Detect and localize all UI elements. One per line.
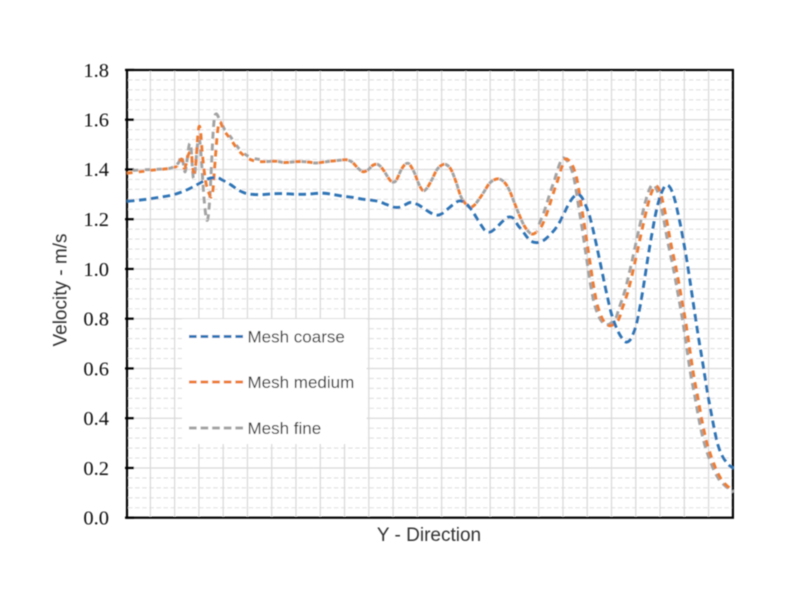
svg-text:0.6: 0.6: [83, 358, 109, 380]
svg-text:Mesh fine: Mesh fine: [248, 419, 322, 438]
svg-text:1.2: 1.2: [83, 209, 109, 231]
svg-text:1.6: 1.6: [83, 110, 109, 132]
svg-text:1.4: 1.4: [83, 159, 109, 181]
svg-text:1.0: 1.0: [83, 259, 109, 281]
svg-text:0.0: 0.0: [83, 508, 109, 530]
svg-text:Mesh coarse: Mesh coarse: [248, 328, 345, 347]
svg-text:Velocity - m/s: Velocity - m/s: [51, 234, 72, 347]
svg-text:Mesh medium: Mesh medium: [248, 373, 355, 392]
svg-text:0.8: 0.8: [83, 309, 109, 331]
svg-text:Y - Direction: Y - Direction: [377, 525, 481, 546]
svg-text:0.4: 0.4: [83, 408, 109, 430]
svg-text:1.8: 1.8: [83, 60, 109, 82]
svg-text:0.2: 0.2: [83, 458, 109, 480]
